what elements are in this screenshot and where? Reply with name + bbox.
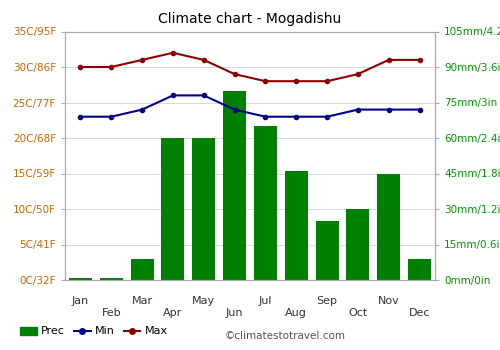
Text: Dec: Dec — [409, 308, 430, 319]
Bar — [254, 126, 277, 280]
Text: Oct: Oct — [348, 308, 368, 319]
Bar — [316, 221, 338, 280]
Bar — [130, 259, 154, 280]
Legend: Prec, Min, Max: Prec, Min, Max — [16, 322, 172, 341]
Bar — [377, 174, 400, 280]
Bar — [69, 278, 92, 280]
Text: Jan: Jan — [72, 296, 89, 306]
Bar — [346, 209, 370, 280]
Text: Sep: Sep — [316, 296, 338, 306]
Text: Aug: Aug — [286, 308, 307, 319]
Bar — [162, 138, 184, 280]
Text: ©climatestotravel.com: ©climatestotravel.com — [225, 331, 346, 341]
Text: Apr: Apr — [164, 308, 182, 319]
Bar — [284, 171, 308, 280]
Text: May: May — [192, 296, 216, 306]
Title: Climate chart - Mogadishu: Climate chart - Mogadishu — [158, 12, 342, 26]
Text: Jun: Jun — [226, 308, 244, 319]
Text: Jul: Jul — [258, 296, 272, 306]
Bar — [223, 91, 246, 280]
Bar — [100, 278, 123, 280]
Text: Feb: Feb — [102, 308, 121, 319]
Text: Nov: Nov — [378, 296, 400, 306]
Bar — [192, 138, 216, 280]
Text: Mar: Mar — [132, 296, 152, 306]
Bar — [408, 259, 431, 280]
